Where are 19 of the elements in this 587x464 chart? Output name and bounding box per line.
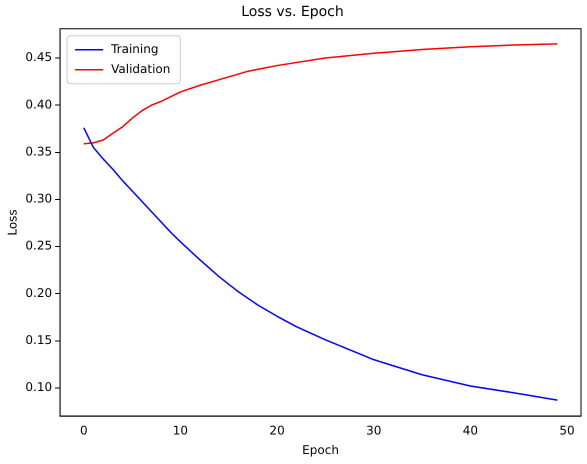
x-tick-label: 10	[172, 424, 188, 438]
y-tick-label: 0.35	[25, 144, 52, 158]
y-tick-label: 0.45	[25, 50, 52, 64]
chart-title: Loss vs. Epoch	[241, 4, 344, 20]
legend-label: Validation	[111, 62, 170, 76]
x-tick-label: 0	[80, 424, 88, 438]
y-tick-label: 0.40	[25, 97, 52, 112]
x-axis-title: Epoch	[302, 442, 339, 457]
x-tick-label: 50	[559, 424, 575, 438]
x-tick-label: 20	[269, 424, 285, 438]
y-tick-label: 0.30	[25, 192, 52, 206]
x-tick-label: 30	[366, 424, 382, 438]
y-tick-label: 0.25	[25, 238, 52, 253]
legend-label: Training	[110, 42, 158, 56]
y-tick-label: 0.15	[25, 332, 52, 347]
y-axis-title: Loss	[5, 209, 20, 236]
y-tick-label: 0.20	[25, 286, 52, 300]
y-tick-label: 0.10	[25, 380, 52, 394]
x-tick-label: 40	[462, 424, 478, 438]
